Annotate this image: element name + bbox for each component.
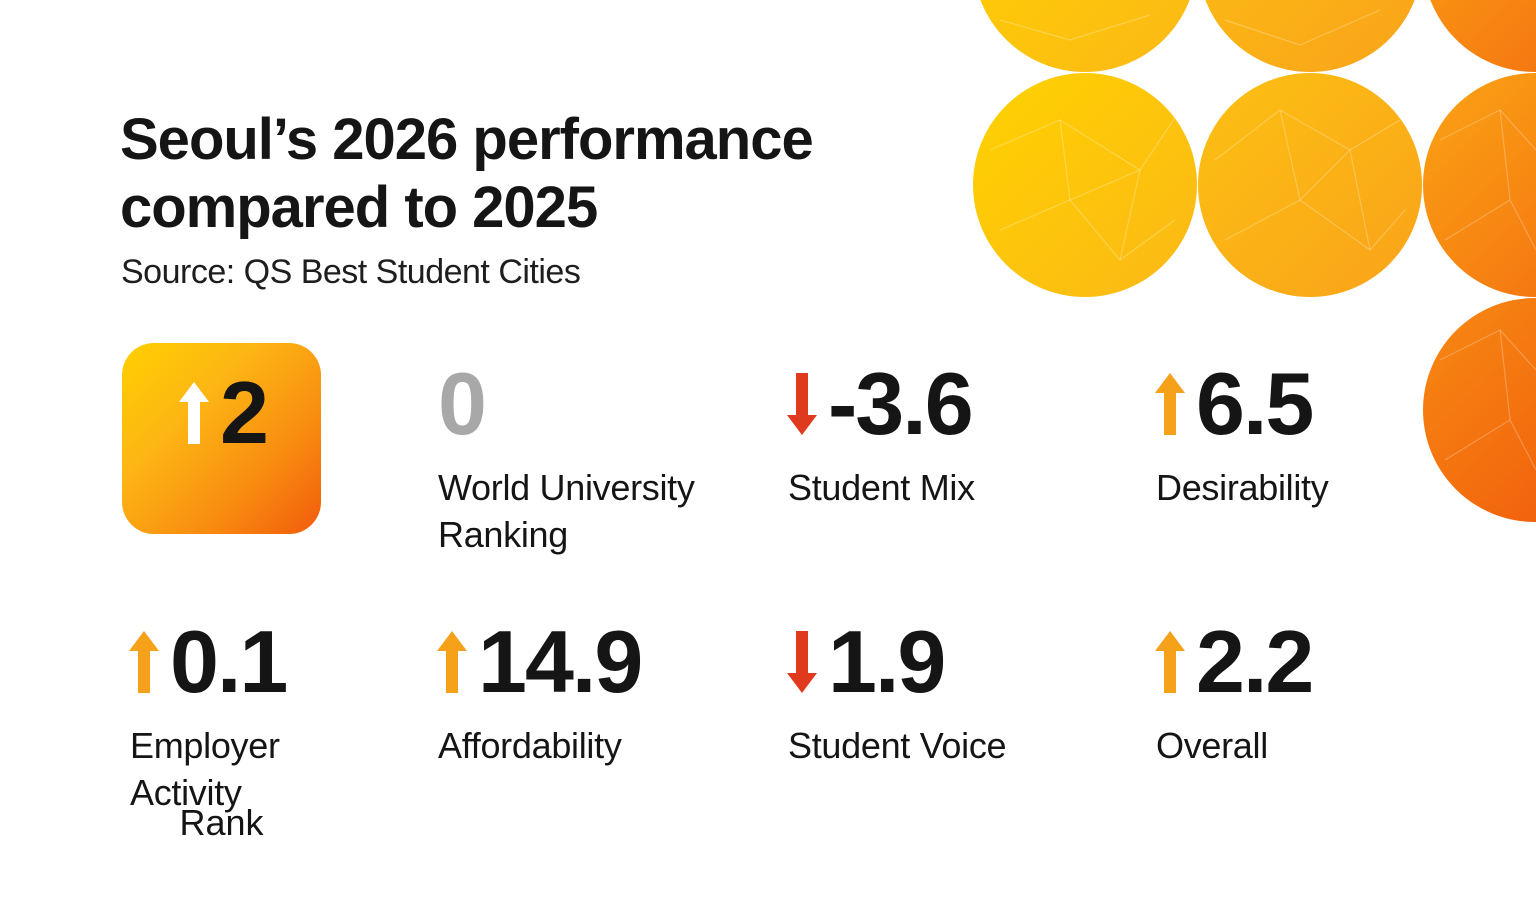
metric-label-line: Employer xyxy=(130,725,280,766)
metric-overall: 2.2 Overall xyxy=(1150,612,1314,769)
metric-employer-activity: 0.1 Employer Activity xyxy=(124,612,288,816)
metric-desirability: 6.5 Desirability xyxy=(1150,354,1329,511)
metric-label: Overall xyxy=(1156,722,1312,769)
metric-affordability: 14.9 Affordability xyxy=(432,612,643,769)
rank-card: 2 Rank xyxy=(122,343,321,843)
source-note: Source: QS Best Student Cities xyxy=(121,253,581,291)
rank-label: Rank xyxy=(179,802,264,843)
metric-label-line: Overall xyxy=(1156,725,1268,766)
metric-label-line: Affordability xyxy=(438,725,622,766)
decor-circle xyxy=(1205,0,1415,72)
title-line-2: compared to 2025 xyxy=(120,175,598,240)
metric-label: Desirability xyxy=(1156,464,1329,511)
arrow-down-icon xyxy=(782,369,822,439)
metric-label: World University Ranking xyxy=(438,464,695,558)
metric-value: 1.9 xyxy=(828,612,946,711)
metric-label-line: World University xyxy=(438,467,695,508)
metric-label-line: Student Mix xyxy=(788,467,975,508)
metric-label: Student Mix xyxy=(788,464,975,511)
arrow-down-icon xyxy=(782,627,822,697)
metric-value: 6.5 xyxy=(1196,354,1314,453)
rank-value: 2 xyxy=(220,363,269,462)
metric-world-university-ranking: 0 World University Ranking xyxy=(438,354,695,558)
decor-circle xyxy=(1198,73,1422,297)
metric-label-line: Student Voice xyxy=(788,725,1007,766)
decor-circle xyxy=(1423,73,1536,297)
title-line-1: Seoul’s 2026 performance xyxy=(120,107,814,172)
metric-value: -3.6 xyxy=(828,354,974,453)
arrow-up-icon xyxy=(1150,369,1190,439)
arrow-up-icon xyxy=(174,378,214,448)
metric-value: 0.1 xyxy=(170,612,288,711)
arrow-up-icon xyxy=(1150,627,1190,697)
arrow-up-icon xyxy=(124,627,164,697)
metric-label-line: Activity xyxy=(130,772,242,813)
decor-circle xyxy=(980,0,1190,72)
metric-student-mix: -3.6 Student Mix xyxy=(782,354,975,511)
arrow-up-icon xyxy=(432,627,472,697)
metric-label: Employer Activity xyxy=(130,722,286,816)
metric-student-voice: 1.9 Student Voice xyxy=(782,612,1007,769)
rank-value-row: 2 xyxy=(122,363,321,462)
metric-label-line: Ranking xyxy=(438,514,568,555)
metric-label: Affordability xyxy=(438,722,641,769)
decor-circle xyxy=(1430,0,1536,72)
decor-circle xyxy=(973,73,1197,297)
decor-circle xyxy=(1423,298,1536,522)
metric-value: 0 xyxy=(438,354,487,453)
metric-label-line: Desirability xyxy=(1156,467,1329,508)
metric-value: 2.2 xyxy=(1196,612,1314,711)
metric-label: Student Voice xyxy=(788,722,1007,769)
page-title: Seoul’s 2026 performance compared to 202… xyxy=(120,106,940,242)
metric-value: 14.9 xyxy=(478,612,643,711)
